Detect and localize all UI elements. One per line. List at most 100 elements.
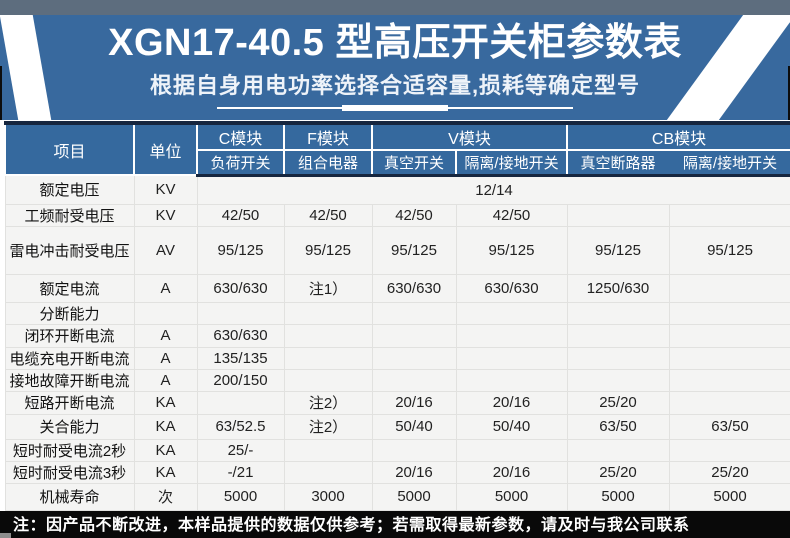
- value-cell: [371, 301, 457, 325]
- unit-cell: A: [133, 368, 198, 392]
- value-cell: [283, 301, 373, 325]
- table-row: 短时耐受电流3秒 KA -/21 20/16 20/16 25/20 25/20: [4, 460, 790, 484]
- value-cell: 63/50: [668, 413, 790, 440]
- bottom-left-sliver: [0, 533, 11, 538]
- table-row: 接地故障开断电流 A 200/150: [4, 368, 790, 392]
- value-cell: 5000: [455, 482, 568, 511]
- value-cell: 25/20: [566, 390, 670, 415]
- value-cell: 95/125: [371, 225, 457, 275]
- header-banner: XGN17-40.5 型高压开关柜参数表 根据自身用电功率选择合适容量,损耗等确…: [0, 15, 790, 120]
- value-cell: 5000: [196, 482, 285, 511]
- value-cell: 630/630: [455, 273, 568, 303]
- value-cell: [196, 301, 285, 325]
- table-row: 机械寿命 次 5000 3000 5000 5000 5000 5000: [4, 482, 790, 511]
- value-cell: 42/50: [283, 203, 373, 227]
- value-cell: [455, 346, 568, 370]
- table-row: 电缆充电开断电流 A 135/135: [4, 346, 790, 370]
- footer-note-bar: 注：因产品不断改进，本样品提供的数据仅供参考；若需取得最新参数，请及时与我公司联…: [0, 510, 790, 538]
- table-row: 工频耐受电压 KV 42/50 42/50 42/50 42/50: [4, 203, 790, 227]
- table-row: 额定电流 A 630/630 注1） 630/630 630/630 1250/…: [4, 273, 790, 303]
- col-group-v: V模块: [371, 121, 568, 151]
- header-divider-line: [217, 104, 573, 111]
- footer-note-text: 注：因产品不断改进，本样品提供的数据仅供参考；若需取得最新参数，请及时与我公司联…: [13, 516, 690, 534]
- value-cell: 25/-: [196, 438, 285, 462]
- value-cell: 63/52.5: [196, 413, 285, 440]
- unit-cell: KV: [133, 203, 198, 227]
- unit-cell: KA: [133, 390, 198, 415]
- value-cell: 注2）: [283, 390, 373, 415]
- value-cell: [455, 438, 568, 462]
- value-cell: [283, 323, 373, 348]
- value-cell: 20/16: [371, 390, 457, 415]
- top-slate-bar: [0, 0, 790, 15]
- page-subtitle: 根据自身用电功率选择合适容量,损耗等确定型号: [149, 72, 641, 98]
- table-row: 闭环开断电流 A 630/630: [4, 323, 790, 348]
- value-cell: [668, 368, 790, 392]
- col-group-cb: CB模块: [565, 121, 790, 151]
- col-group-c: C模块: [196, 121, 285, 151]
- value-cell: -/21: [196, 460, 285, 484]
- value-cell: 20/16: [455, 460, 568, 484]
- value-cell: 95/125: [455, 225, 568, 275]
- value-cell: [668, 390, 790, 415]
- value-cell: [455, 301, 568, 325]
- unit-cell: KV: [133, 174, 198, 205]
- banner-edge-right: [788, 66, 790, 120]
- value-cell: [196, 390, 285, 415]
- col-header-isolation-earthing-cb: 隔离/接地开关: [667, 149, 790, 177]
- value-cell: 25/20: [566, 460, 670, 484]
- row-label: 额定电压: [4, 174, 135, 205]
- table-row: 雷电冲击耐受电压 AV 95/125 95/125 95/125 95/125 …: [4, 225, 790, 275]
- unit-cell: A: [133, 346, 198, 370]
- value-cell: [283, 368, 373, 392]
- value-cell: [455, 323, 568, 348]
- value-cell: 200/150: [196, 368, 285, 392]
- value-cell: [668, 301, 790, 325]
- spec-table-body: 额定电压 KV 12/14 工频耐受电压 KV 42/50 42/50 42/5…: [4, 174, 790, 511]
- col-group-f: F模块: [283, 121, 373, 151]
- row-label: 短路开断电流: [4, 390, 135, 415]
- row-label: 工频耐受电压: [4, 203, 135, 227]
- value-cell: 630/630: [196, 273, 285, 303]
- row-label: 关合能力: [4, 413, 135, 440]
- table-row: 短时耐受电流2秒 KA 25/-: [4, 438, 790, 462]
- value-cell: 注2）: [283, 413, 373, 440]
- value-cell: 95/125: [196, 225, 285, 275]
- table-row: 分断能力: [4, 301, 790, 325]
- unit-cell: A: [133, 273, 198, 303]
- row-label: 机械寿命: [4, 482, 135, 511]
- unit-cell: AV: [133, 225, 198, 275]
- value-cell: 135/135: [196, 346, 285, 370]
- value-cell-merged: 12/14: [196, 174, 790, 205]
- value-cell: 63/50: [566, 413, 670, 440]
- header-group-row: 项目 单位 C模块 F模块 V模块 CB模块: [4, 121, 790, 176]
- value-cell: 1250/630: [566, 273, 670, 303]
- col-header-isolation-earthing-v: 隔离/接地开关: [455, 149, 568, 177]
- row-label: 闭环开断电流: [4, 323, 135, 348]
- value-cell: [566, 203, 670, 227]
- value-cell: [283, 346, 373, 370]
- table-row: 额定电压 KV 12/14: [4, 174, 790, 205]
- value-cell: [566, 438, 670, 462]
- value-cell: [668, 273, 790, 303]
- col-header-vacuum-switch: 真空开关: [371, 149, 457, 177]
- value-cell: 95/125: [283, 225, 373, 275]
- unit-cell: [133, 301, 198, 325]
- value-cell: 注1）: [283, 273, 373, 303]
- value-cell: [455, 368, 568, 392]
- unit-cell: KA: [133, 413, 198, 440]
- row-label: 分断能力: [4, 301, 135, 325]
- col-header-item: 项目: [4, 121, 135, 176]
- unit-cell: KA: [133, 438, 198, 462]
- value-cell: 95/125: [668, 225, 790, 275]
- value-cell: 42/50: [196, 203, 285, 227]
- value-cell: [566, 323, 670, 348]
- value-cell: 42/50: [455, 203, 568, 227]
- row-label: 电缆充电开断电流: [4, 346, 135, 370]
- value-cell: [371, 323, 457, 348]
- value-cell: 25/20: [668, 460, 790, 484]
- page-title: XGN17-40.5 型高压开关柜参数表: [108, 22, 682, 64]
- value-cell: 630/630: [371, 273, 457, 303]
- value-cell: 20/16: [371, 460, 457, 484]
